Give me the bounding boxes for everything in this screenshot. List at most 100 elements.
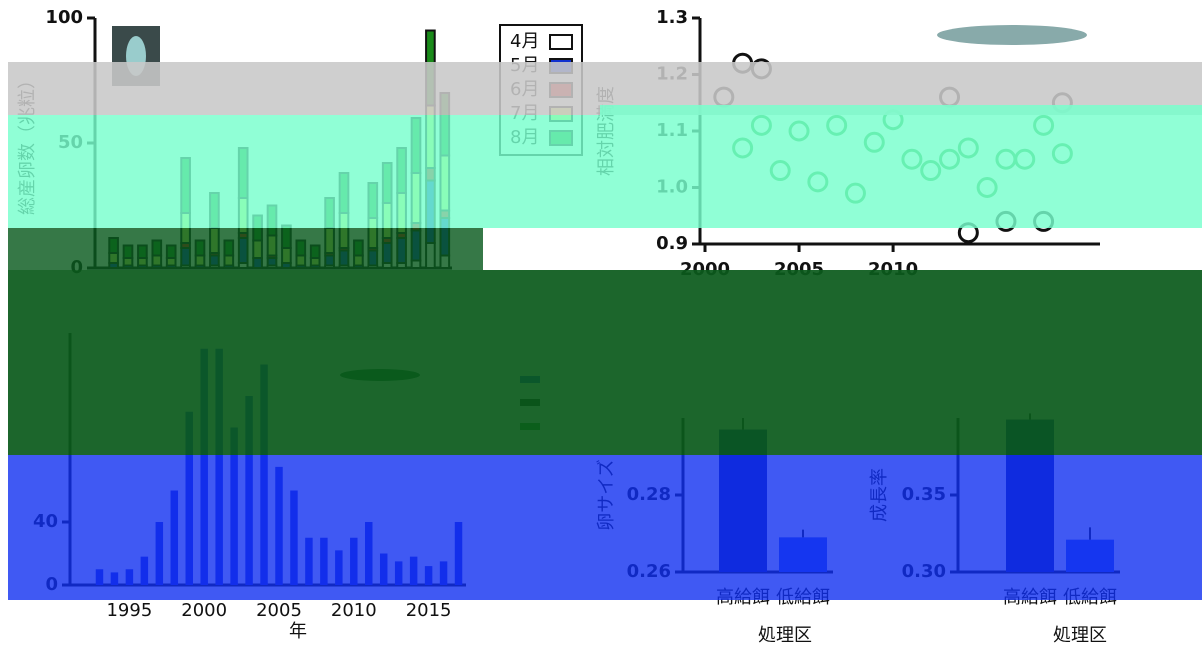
bar xyxy=(350,538,357,585)
point xyxy=(1016,150,1034,168)
bar xyxy=(380,554,387,586)
bar xyxy=(215,349,222,585)
bar-segment xyxy=(440,156,449,211)
x-tick-label: 2010 xyxy=(868,259,918,280)
x-tick-label: 低給餌 xyxy=(1063,587,1117,608)
bar-segment xyxy=(268,236,277,256)
x-axis-label: 処理区 xyxy=(758,625,812,646)
bar-segment xyxy=(325,228,334,253)
bar-segment xyxy=(340,173,349,213)
bar-segment xyxy=(354,241,363,256)
bar-segment xyxy=(368,183,377,218)
bar-segment xyxy=(368,218,377,248)
bar xyxy=(200,349,207,585)
bar xyxy=(96,569,103,585)
bar xyxy=(245,396,252,585)
y-tick-label: 0.35 xyxy=(902,484,946,505)
bar xyxy=(395,561,402,585)
bar-segment xyxy=(368,251,377,266)
bar-segment xyxy=(124,258,133,266)
bar-segment xyxy=(181,213,190,243)
bar-segment xyxy=(152,256,161,266)
legend-label: 7月 xyxy=(510,103,539,124)
y-tick-label: 1.1 xyxy=(656,120,688,141)
figure: 050100総産卵数（兆粒）4月5月6月7月8月040年199520002005… xyxy=(0,0,1202,646)
bar-segment xyxy=(397,238,406,263)
bar xyxy=(1066,540,1114,572)
bar-segment xyxy=(426,106,435,169)
legend-swatch xyxy=(550,59,572,73)
bar xyxy=(230,428,237,586)
point xyxy=(941,88,959,106)
bar-segment xyxy=(181,248,190,266)
bar-segment xyxy=(383,163,392,203)
x-tick-label: 高給餌 xyxy=(716,587,770,608)
point xyxy=(809,173,827,191)
bar-segment xyxy=(311,258,320,266)
x-tick-label: 高給餌 xyxy=(1003,587,1057,608)
point xyxy=(1035,212,1053,230)
x-tick-label: 2000 xyxy=(680,259,730,280)
y-axis-label: 相対肥満度 xyxy=(596,86,617,176)
bar xyxy=(141,557,148,585)
y-tick-label: 1.2 xyxy=(656,64,688,85)
bar-segment xyxy=(109,253,118,263)
y-tick-label: 50 xyxy=(58,132,83,153)
bar-segment xyxy=(167,258,176,266)
y-axis-label: 卵サイズ xyxy=(596,459,617,530)
point xyxy=(997,212,1015,230)
legend-swatch xyxy=(550,131,572,145)
bar-segment xyxy=(138,258,147,266)
bar-segment xyxy=(325,198,334,228)
bar-segment xyxy=(340,213,349,248)
page: 050100総産卵数（兆粒）4月5月6月7月8月040年199520002005… xyxy=(0,0,1202,646)
point xyxy=(978,179,996,197)
bar-segment xyxy=(282,226,291,249)
bar xyxy=(779,537,827,572)
bar-segment xyxy=(412,223,421,231)
bar xyxy=(440,561,447,585)
x-axis-label: 年 xyxy=(289,621,307,642)
point xyxy=(865,133,883,151)
legend-swatch xyxy=(520,376,540,383)
bar xyxy=(1006,420,1054,572)
point xyxy=(884,111,902,129)
bar xyxy=(320,538,327,585)
point xyxy=(1053,145,1071,163)
bar xyxy=(290,491,297,586)
y-tick-label: 1.3 xyxy=(656,7,688,28)
bar xyxy=(156,522,163,585)
y-tick-label: 0.30 xyxy=(902,561,946,582)
legend-label: 8月 xyxy=(510,127,539,148)
bar-segment xyxy=(311,246,320,259)
bar-segment xyxy=(167,246,176,259)
bar xyxy=(410,557,417,585)
point xyxy=(959,224,977,242)
x-tick-label: 2015 xyxy=(406,600,452,621)
legend-label: 6月 xyxy=(510,79,539,100)
y-tick-label: 0 xyxy=(70,257,83,278)
y-tick-label: 0.26 xyxy=(627,561,671,582)
point xyxy=(734,139,752,157)
point xyxy=(828,116,846,134)
bar xyxy=(335,550,342,585)
bar-segment xyxy=(397,193,406,233)
bar-segment xyxy=(239,198,248,233)
bar-segment xyxy=(426,168,435,181)
bar-segment xyxy=(426,243,435,268)
bar-segment xyxy=(138,246,147,259)
bar-segment xyxy=(397,148,406,193)
bar xyxy=(186,412,193,585)
bar xyxy=(365,522,372,585)
x-tick-label: 低給餌 xyxy=(776,587,830,608)
legend-swatch xyxy=(550,83,572,97)
legend-label: 5月 xyxy=(510,55,539,76)
egg-icon xyxy=(126,36,146,76)
bar-segment xyxy=(440,218,449,256)
y-tick-label: 40 xyxy=(33,511,58,532)
point xyxy=(790,122,808,140)
point xyxy=(922,162,940,180)
bar xyxy=(719,430,767,572)
y-tick-label: 1.0 xyxy=(656,177,688,198)
fish-photo xyxy=(937,25,1087,45)
